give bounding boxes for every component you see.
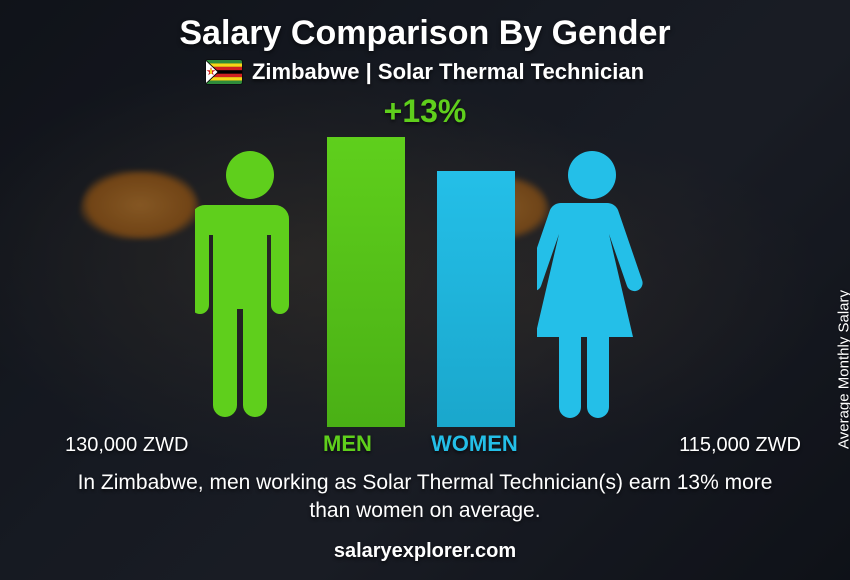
female-figure-icon (537, 147, 647, 427)
description-text: In Zimbabwe, men working as Solar Therma… (20, 469, 830, 526)
men-salary-value: 130,000 ZWD (65, 434, 188, 457)
men-label: MEN (323, 431, 372, 457)
gender-salary-chart: +13% MEN WOMEN 130,000 Z (105, 93, 745, 463)
zimbabwe-flag-icon (206, 60, 242, 84)
male-figure-icon (195, 147, 305, 427)
women-label: WOMEN (431, 431, 518, 457)
infographic-content: Salary Comparison By Gender Zimbabwe | S… (0, 0, 850, 580)
y-axis-label: Average Monthly Salary (836, 290, 850, 449)
men-bar (327, 137, 405, 427)
location-job-label: Zimbabwe | Solar Thermal Technician (252, 59, 644, 85)
gap-percent-label: +13% (384, 93, 467, 130)
page-title: Salary Comparison By Gender (20, 14, 830, 53)
women-salary-value: 115,000 ZWD (679, 434, 801, 457)
subtitle-row: Zimbabwe | Solar Thermal Technician (20, 59, 830, 85)
source-label: salaryexplorer.com (20, 540, 830, 563)
women-bar (437, 171, 515, 427)
